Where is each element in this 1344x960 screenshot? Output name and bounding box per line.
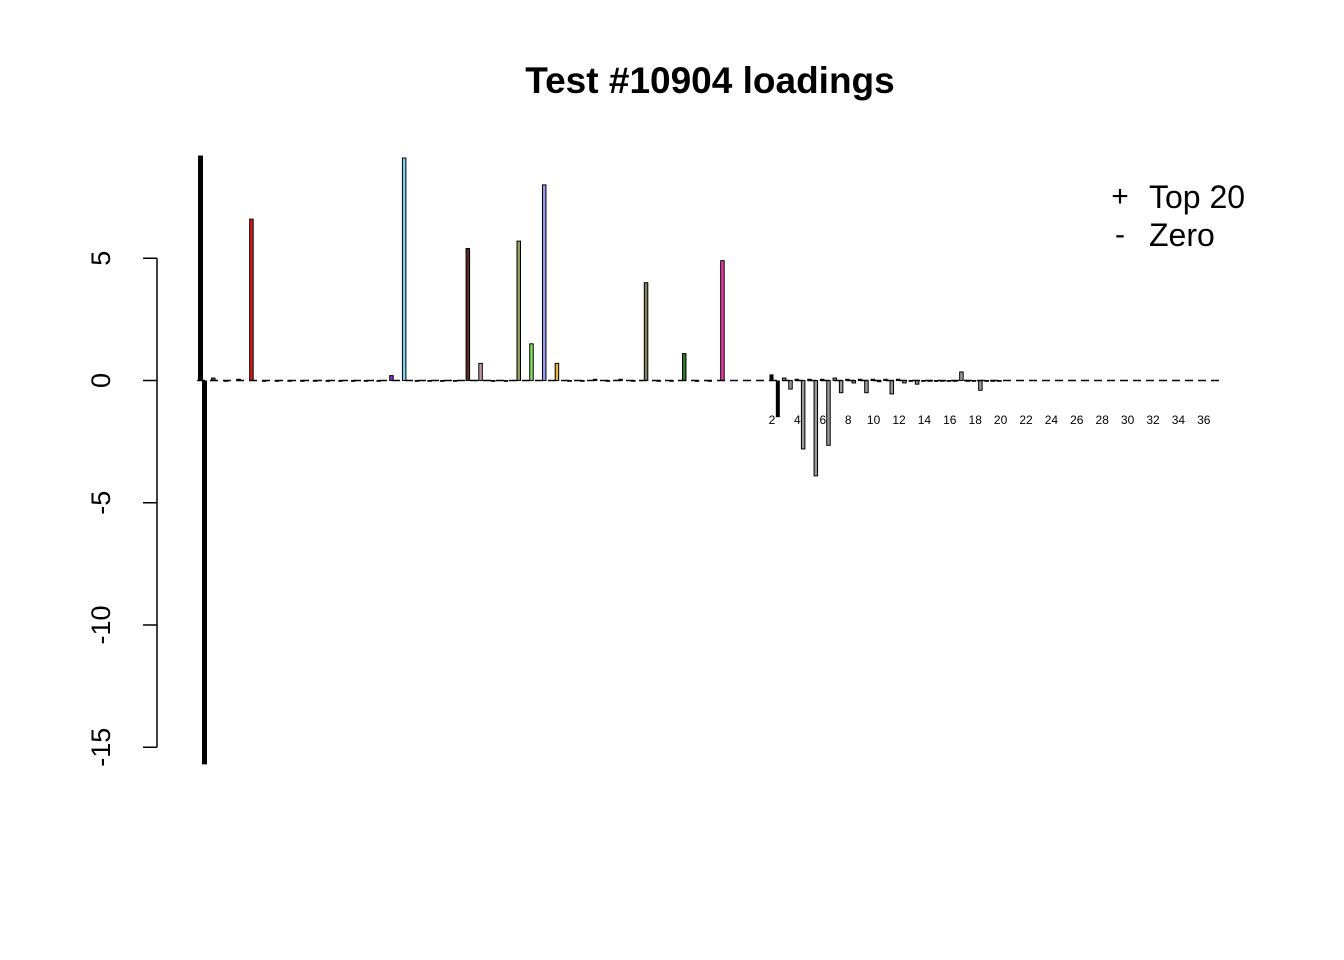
bar	[959, 371, 964, 382]
x-tick-label: 4	[794, 413, 801, 427]
bar	[984, 380, 989, 382]
bar	[427, 380, 432, 382]
y-tick-label: 0	[86, 373, 116, 388]
x-tick-label: 32	[1146, 413, 1160, 427]
x-tick-label: 12	[892, 413, 906, 427]
bar	[838, 380, 844, 394]
x-tick-label: 20	[994, 413, 1008, 427]
bar	[478, 362, 483, 382]
bar	[554, 362, 560, 382]
legend-label: Top 20	[1149, 179, 1245, 215]
y-tick-label: 5	[86, 251, 116, 266]
y-tick-label: -15	[86, 728, 116, 767]
bar	[516, 240, 521, 381]
bar	[788, 380, 793, 390]
bar	[541, 184, 547, 381]
x-tick-label: 34	[1172, 413, 1186, 427]
legend-symbol: -	[1115, 218, 1125, 251]
x-tick-label: 28	[1096, 413, 1110, 427]
bar	[864, 380, 869, 394]
x-tick-labels: 2 4 6 8 10 12 14 16 18 20 22 24 26 28 30 32 34 36	[769, 413, 1211, 427]
x-tick-label: 8	[845, 413, 852, 427]
bar	[249, 218, 254, 381]
y-tick-label: -10	[86, 605, 116, 644]
bar	[643, 282, 649, 382]
x-tick-label: 6	[819, 413, 826, 427]
bar	[997, 380, 1002, 382]
x-tick-label: 2	[769, 413, 776, 427]
bar	[826, 380, 831, 446]
bar	[813, 380, 819, 477]
bars	[198, 155, 1002, 765]
x-tick-label: 16	[943, 413, 957, 427]
bar	[401, 157, 407, 381]
bar	[775, 380, 780, 418]
bar	[800, 380, 806, 450]
chart-title: Test #10904 loadings	[525, 60, 894, 101]
bar	[769, 374, 774, 381]
legend: + Top 20- Zero	[1111, 179, 1245, 253]
bar	[491, 380, 496, 382]
x-tick-label: 24	[1045, 413, 1059, 427]
bar	[971, 380, 977, 382]
x-tick-label: 26	[1070, 413, 1084, 427]
bar	[202, 380, 207, 765]
bar	[921, 380, 926, 382]
y-axis: 5 0 -5 -10 -15	[86, 251, 158, 767]
x-tick-label: 10	[867, 413, 881, 427]
bar	[908, 380, 914, 382]
x-tick-label: 22	[1019, 413, 1033, 427]
y-tick-label: -5	[86, 491, 116, 515]
bar	[389, 375, 394, 381]
bar	[946, 380, 951, 382]
bar	[978, 380, 983, 391]
x-tick-label: 14	[918, 413, 932, 427]
bar	[198, 155, 203, 381]
legend-label: Zero	[1149, 217, 1215, 253]
bar	[720, 260, 725, 382]
x-tick-label: 30	[1121, 413, 1135, 427]
bar	[529, 343, 534, 382]
bar	[440, 380, 445, 382]
bar	[465, 247, 471, 381]
bar	[452, 380, 458, 382]
bar	[933, 380, 939, 382]
x-tick-label: 18	[969, 413, 983, 427]
bar	[889, 380, 895, 395]
bar	[503, 380, 509, 382]
x-tick-label: 36	[1197, 413, 1211, 427]
bar	[681, 353, 687, 382]
legend-symbol: +	[1111, 180, 1129, 213]
